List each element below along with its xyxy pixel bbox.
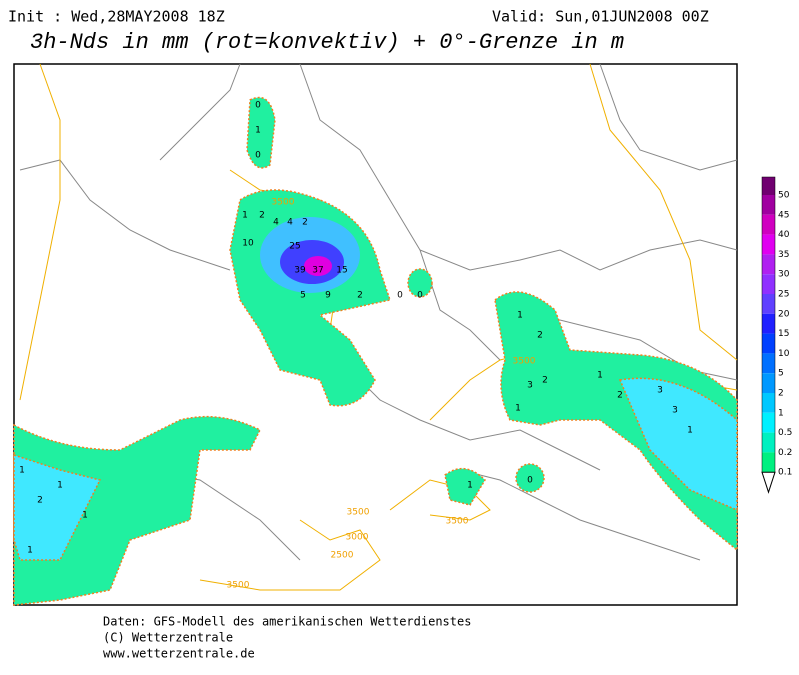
footer-url: www.wetterzentrale.de [103,647,255,661]
isoline-label: 3500 [347,508,370,518]
isoline-label: 2500 [331,551,354,561]
init-time: Init : Wed,28MAY2008 18Z [8,8,225,26]
precip-area [618,377,738,512]
legend-swatch [762,432,775,453]
precip-label: 0 [255,151,261,161]
precip-label: 1 [515,404,521,414]
precip-area [246,96,276,169]
precip-label: 2 [617,391,623,401]
precip-label: 2 [357,291,363,301]
precip-label: 1 [242,211,248,221]
legend-label: 0.2 [778,448,792,458]
precip-label: 2 [537,331,543,341]
map-title: 3h-Nds in mm (rot=konvektiv) + 0°-Grenze… [30,30,624,55]
precip-label: 1 [517,311,523,321]
legend-label: 45 [778,210,789,220]
precip-area [13,415,262,606]
precip-label: 1 [82,511,88,521]
precip-label: 37 [312,266,323,276]
legend-swatch [762,274,775,294]
legend-label: 30 [778,270,790,280]
precip-label: 1 [597,371,603,381]
precip-label: 39 [294,266,306,276]
legend-swatch [762,313,775,334]
legend-label: 40 [778,230,790,240]
legend-swatch [762,234,775,255]
legend-label: 5 [778,369,784,379]
footer-source: Daten: GFS-Modell des amerikanischen Wet… [103,615,471,629]
legend-label: 1 [778,408,784,418]
legend-label: 10 [778,349,790,359]
precip-core [304,256,332,276]
valid-time: Valid: Sun,01JUN2008 00Z [492,8,709,26]
legend-label: 35 [778,250,789,260]
precip-label: 3 [527,381,533,391]
legend-label: 25 [778,290,789,300]
legend-swatch [762,177,775,195]
isoline-label: 3500 [227,581,250,591]
legend-label: 2 [778,389,784,399]
legend-tip [761,471,776,494]
precip-label: 0 [527,476,533,486]
precip-legend: 50 45 40 35 30 25 20 15 10 5 2 1 0.5 0.2 0.1 [761,176,792,494]
legend-swatch [762,373,775,393]
precip-label: 1 [19,466,25,476]
precip-label: 0 [255,101,261,111]
footer-copyright: (C) Wetterzentrale [103,631,233,645]
precip-area [444,467,486,506]
isoline-label: 3000 [346,533,369,543]
isoline-label: 3500 [272,198,295,208]
precip-label: 0 [397,291,403,301]
legend-label: 50 [778,191,790,201]
precip-label: 1 [467,481,473,491]
legend-swatch [762,452,775,473]
precip-label: 9 [325,291,331,301]
precip-label: 2 [259,211,265,221]
precip-label: 3 [657,386,663,396]
precip-label: 2 [542,376,548,386]
legend-swatch [762,294,775,314]
legend-label: 20 [778,309,790,319]
legend-swatch [762,333,775,354]
precip-area [515,463,545,493]
legend-frame [761,176,776,473]
legend-swatch [762,214,775,235]
precip-label: 1 [687,426,693,436]
precip-label: 4 [287,218,293,228]
precip-area [407,268,433,298]
legend-label: 0.1 [778,468,792,478]
precip-label: 25 [289,242,300,252]
precip-label: 10 [242,239,254,249]
precip-label: 4 [273,218,279,228]
precip-label: 2 [302,218,308,228]
isoline-label: 3500 [513,357,536,367]
legend-swatch [762,412,775,433]
legend-swatch [762,254,775,275]
isoline-label: 3500 [446,517,469,527]
precip-label: 15 [336,266,347,276]
legend-swatch [762,353,775,374]
precip-area [494,291,738,552]
precip-label: 1 [57,481,63,491]
precip-label: 1 [27,546,33,556]
legend-label: 0.5 [778,428,792,438]
precip-label: 2 [37,496,43,506]
precip-label: 0 [417,291,423,301]
precip-label: 1 [255,126,261,136]
legend-label: 15 [778,329,789,339]
legend-swatch [762,393,775,413]
precip-label: 5 [300,291,306,301]
legend-swatch [762,195,775,215]
precip-area [13,453,102,561]
precip-label: 3 [672,406,678,416]
